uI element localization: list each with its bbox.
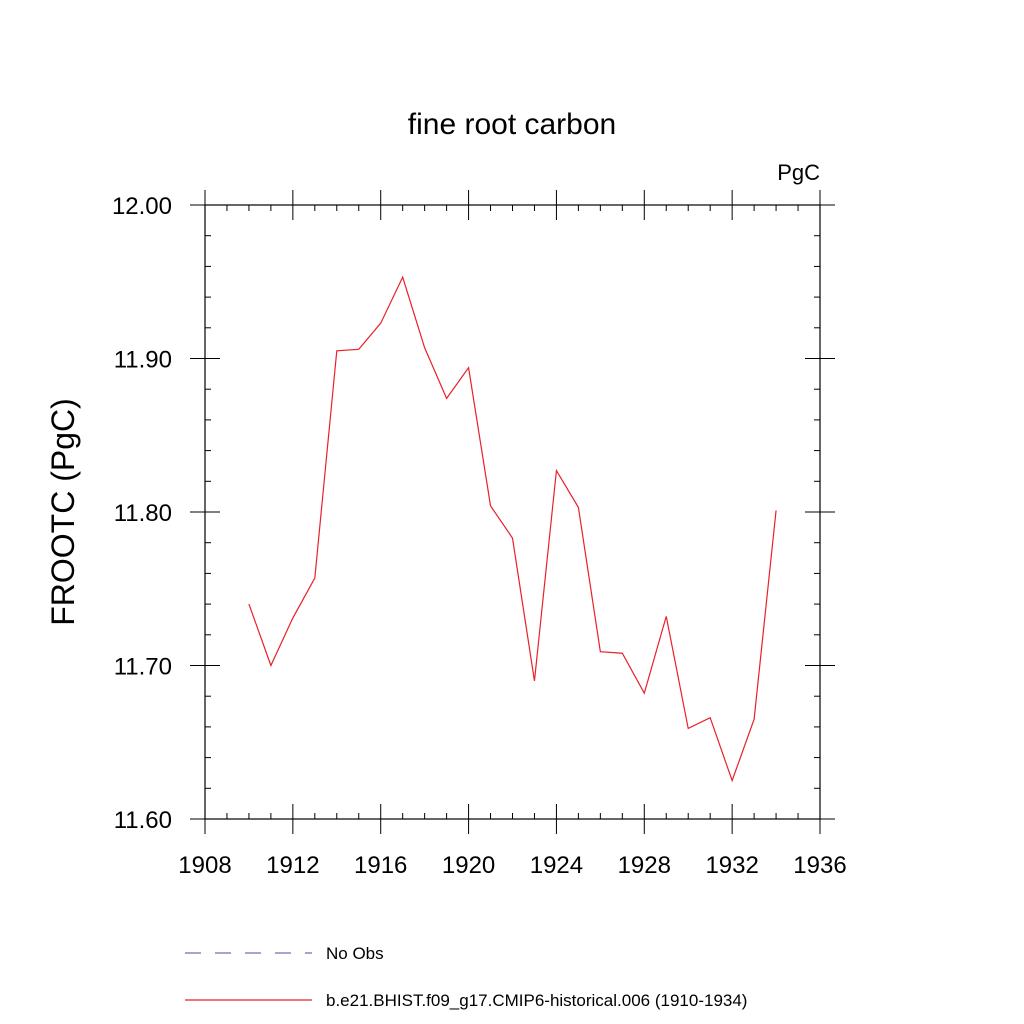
series-line-1 <box>248 275 777 783</box>
x-tick-label: 1912 <box>266 852 319 879</box>
x-tick-label: 1928 <box>618 852 671 879</box>
y-tick-label: 11.90 <box>114 347 172 374</box>
x-tick-label: 1936 <box>793 852 846 879</box>
x-tick-label: 1920 <box>442 852 495 879</box>
legend-label-1: b.e21.BHIST.f09_g17.CMIP6-historical.006… <box>326 991 747 1010</box>
y-tick-label: 11.80 <box>114 500 172 527</box>
y-tick-label: 11.60 <box>114 807 172 834</box>
x-tick-label: 1924 <box>530 852 583 879</box>
chart-title: fine root carbon <box>408 108 616 141</box>
x-tick-label: 1916 <box>354 852 407 879</box>
series-layer <box>248 275 777 783</box>
y-tick-label: 12.00 <box>112 193 172 220</box>
plot-frame <box>204 204 821 820</box>
y-axis-tick-labels: 11.60 11.70 11.80 11.90 12.00 <box>112 193 172 834</box>
x-tick-label: 1932 <box>705 852 758 879</box>
y-tick-label: 11.70 <box>114 654 172 681</box>
legend: No Obs b.e21.BHIST.f09_g17.CMIP6-historic… <box>185 944 747 1010</box>
y-axis-label: FROOTC (PgC) <box>45 398 81 626</box>
x-axis-ticks <box>204 190 821 834</box>
legend-label-0: No Obs <box>326 944 384 963</box>
x-tick-label: 1908 <box>178 852 231 879</box>
units-label: PgC <box>777 160 820 185</box>
x-axis-tick-labels: 1908 1912 1916 1920 1924 1928 1932 1936 <box>178 852 846 879</box>
y-axis-ticks <box>190 204 835 820</box>
